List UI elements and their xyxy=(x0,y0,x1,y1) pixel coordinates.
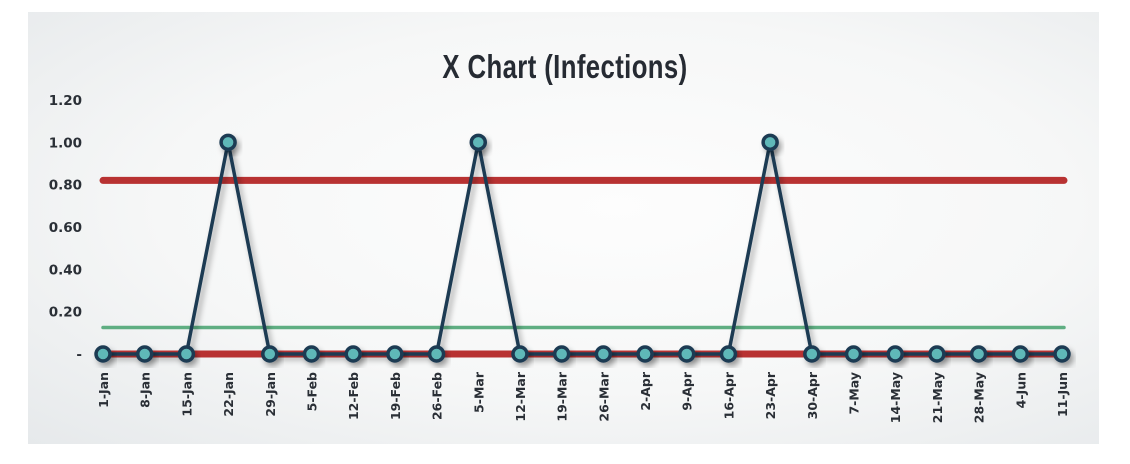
data-point xyxy=(761,133,779,152)
y-tick-label: 0.20 xyxy=(49,305,82,321)
x-tick-label: 5-Mar xyxy=(471,371,486,413)
chart-background xyxy=(28,12,1099,444)
y-tick-label: 0.80 xyxy=(49,178,82,194)
data-point xyxy=(261,345,279,363)
x-tick-label: 8-Jan xyxy=(138,372,153,408)
x-tick-label: 12-Feb xyxy=(346,372,361,420)
data-point xyxy=(427,345,446,363)
series-infections xyxy=(94,133,1071,363)
y-tick-label: 1.00 xyxy=(49,135,82,151)
x-tick-label: 12-Mar xyxy=(513,371,528,421)
data-point xyxy=(177,345,196,363)
data-point xyxy=(552,345,571,363)
chart-title: X Chart (Infections) xyxy=(442,48,688,85)
data-point xyxy=(719,345,738,363)
x-tick-label: 19-Feb xyxy=(388,372,403,420)
data-point xyxy=(886,345,904,363)
data-point xyxy=(636,345,654,363)
x-tick-label: 16-Apr xyxy=(721,371,736,419)
y-tick-label: - xyxy=(76,347,82,363)
y-tick-label: 1.20 xyxy=(49,93,82,109)
x-tick-label: 2-Apr xyxy=(638,371,653,411)
x-tick-label: 15-Jan xyxy=(179,372,194,417)
x-tick-label: 30-Apr xyxy=(805,371,820,419)
x-tick-label: 9-Apr xyxy=(680,371,695,411)
data-point xyxy=(302,345,321,363)
x-tick-label: 5-Feb xyxy=(304,372,319,411)
x-tick-label: 22-Jan xyxy=(221,372,236,417)
data-point xyxy=(469,133,488,152)
data-point xyxy=(677,345,696,363)
x-tick-label: 21-May xyxy=(930,372,945,423)
x-tick-label: 11-Jun xyxy=(1055,372,1070,417)
series-line xyxy=(103,141,1062,356)
x-tick-label: 26-Feb xyxy=(430,372,445,420)
x-tick-label: 4-Jun xyxy=(1013,372,1028,408)
x-tick-label: 26-Mar xyxy=(596,371,611,421)
x-tick-label: 29-Jan xyxy=(263,372,278,417)
data-point xyxy=(969,345,988,363)
data-point xyxy=(844,345,863,363)
data-point xyxy=(511,345,529,363)
data-point xyxy=(94,345,112,363)
x-tick-label: 23-Apr xyxy=(763,371,778,419)
y-tick-label: 0.60 xyxy=(49,220,82,236)
x-tick-label: 28-May xyxy=(972,372,987,423)
data-point xyxy=(219,133,237,152)
x-tick-label: 7-May xyxy=(847,372,862,415)
y-axis: - 0.20 0.40 0.60 0.80 1.00 1.20 xyxy=(49,93,82,363)
data-point xyxy=(928,345,946,363)
x-tick-label: 14-May xyxy=(888,372,903,423)
data-point xyxy=(594,345,613,363)
data-point xyxy=(1053,345,1071,363)
data-point xyxy=(386,345,404,363)
x-tick-label: 19-Mar xyxy=(555,371,570,421)
x-tick-label: 1-Jan xyxy=(96,372,111,408)
y-tick-label: 0.40 xyxy=(49,262,82,278)
data-point xyxy=(1011,345,1030,363)
data-point xyxy=(803,345,821,363)
data-point xyxy=(344,345,362,363)
control-lines xyxy=(99,176,1068,358)
x-axis: 1-Jan 8-Jan 15-Jan 22-Jan 29-Jan 5-Feb 12-Feb 1… xyxy=(96,371,1070,423)
data-point xyxy=(135,345,154,363)
